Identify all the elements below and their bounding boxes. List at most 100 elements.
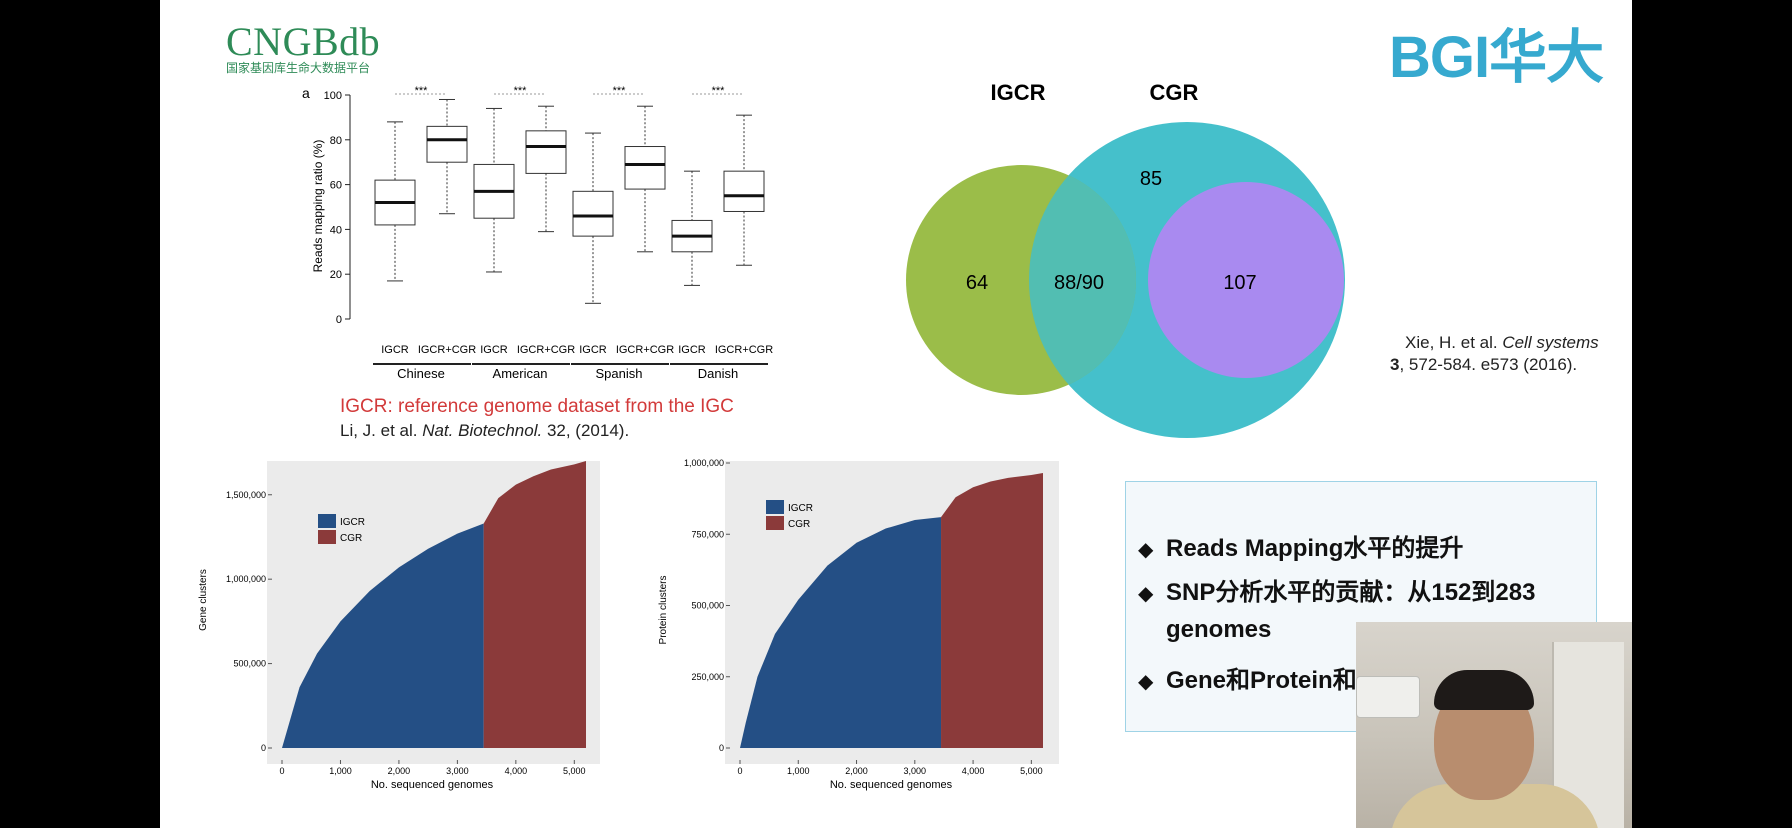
area-ytick-label: 0 [719,743,724,753]
xie-citation-rest: , 572-584. e573 (2016). [1399,355,1578,374]
boxplot-box-label: IGCR+CGR [517,344,575,356]
boxplot-box-label: IGCR [579,344,607,356]
li-citation-rest: 32, (2014). [542,421,630,440]
area-ytick-label: 1,000,000 [684,458,724,468]
bullet-reads-mapping: ◆ Reads Mapping水平的提升 [1138,528,1463,563]
venn-value-cgr-only: 85 [1140,168,1162,190]
gene-legend-swatch-cgr [318,530,336,544]
diamond-icon: ◆ [1138,539,1154,561]
area-ytick-label: 750,000 [691,529,724,539]
venn-value-igcr-only: 64 [966,272,988,294]
protein-legend-igcr: IGCR [788,503,813,514]
boxplot-group-label: Chinese [397,366,445,381]
boxplot-ytick-label: 20 [330,269,342,281]
area-xtick-label: 4,000 [962,766,985,776]
area-xtick-label: 1,000 [329,766,352,776]
boxplot-box [723,170,765,212]
cngbdb-logo-subtitle: 国家基因库生命大数据平台 [226,61,371,75]
boxplot-ytick-label: 80 [330,135,342,147]
gene-xlabel: No. sequenced genomes [371,779,494,791]
boxplot-box [426,125,468,163]
webcam-person-hair [1434,670,1534,710]
bullet-gene-protein: ◆ Gene和Protein和 [1138,660,1357,695]
boxplot-box-label: IGCR [381,344,409,356]
area-xtick-label: 0 [737,766,742,776]
venn-label-igcr: IGCR [991,80,1046,105]
boxplot-panel-label: a [302,85,310,101]
bullet-1-text: Reads Mapping水平的提升 [1166,535,1464,562]
area-xtick-label: 0 [279,766,284,776]
gene-legend-cgr: CGR [340,533,362,544]
bgi-logo: BGI华大 [1389,25,1604,90]
area-xtick-label: 1,000 [787,766,810,776]
igcr-definition-note: IGCR: reference genome dataset from the … [340,396,734,417]
webcam-air-conditioner [1356,676,1420,718]
cngbdb-logo: CNGBdb [226,19,381,64]
boxplot-chart: a Reads mapping ratio (%) 0 20 40 60 80 100 *… [302,85,773,381]
area-ytick-label: 0 [261,743,266,753]
diamond-icon: ◆ [1138,671,1154,693]
gene-area-cgr [483,461,586,748]
venn-value-overlap: 88/90 [1054,272,1104,294]
boxplot-box-label: IGCR [678,344,706,356]
area-ytick-label: 500,000 [691,601,724,611]
area-xtick-label: 2,000 [845,766,868,776]
boxplot-group-label: American [493,366,548,381]
protein-legend-cgr: CGR [788,519,810,530]
venn-label-cgr: CGR [1150,80,1199,105]
venn-diagram: IGCR CGR 64 88/90 85 107 [906,80,1345,438]
bullet-2-text: SNP分析水平的贡献：从152到283 [1166,579,1536,606]
venn-circle-inner [1148,182,1344,378]
boxplot-box-label: IGCR+CGR [715,344,773,356]
protein-area-cgr [941,472,1043,748]
boxplot-ytick-label: 100 [324,90,342,102]
bullet-snp: ◆ SNP分析水平的贡献：从152到283 [1138,572,1535,607]
area-ytick-label: 1,500,000 [226,490,266,500]
webcam-overlay [1356,622,1632,828]
venn-value-inner: 107 [1223,272,1256,294]
protein-xlabel: No. sequenced genomes [830,779,953,791]
area-xtick-label: 2,000 [388,766,411,776]
boxplot-significance-marker: *** [712,85,726,97]
boxplot-box [624,146,666,190]
area-ytick-label: 1,000,000 [226,574,266,584]
boxplot-significance-marker: *** [415,85,429,97]
xie-citation: Xie, H. et al. Cell systems 3, 572-584. … [1390,332,1599,376]
boxplot-significance-marker: *** [613,85,627,97]
boxplot-box-label: IGCR [480,344,508,356]
boxplot-significance-marker: *** [514,85,528,97]
area-xtick-label: 5,000 [1020,766,1043,776]
slide: CNGBdb 国家基因库生命大数据平台 BGI华大 a Reads mappin… [160,0,1632,828]
protein-clusters-chart: 0 1,000 2,000 3,000 4,000 5,000 0 250,000 500,00… [658,458,1059,791]
boxplot-box-label: IGCR+CGR [418,344,476,356]
gene-ylabel: Gene clusters [198,569,209,631]
gene-legend-igcr: IGCR [340,517,365,528]
boxplot-ytick-label: 60 [330,180,342,192]
gene-clusters-chart: 0 1,000 2,000 3,000 4,000 5,000 0 500,000 1,000,… [198,461,600,791]
protein-legend-swatch-igcr [766,500,784,514]
boxplot-box [572,190,614,237]
boxplot-box-label: IGCR+CGR [616,344,674,356]
li-citation: Li, J. et al. Nat. Biotechnol. 32, (2014… [340,421,629,441]
figures-canvas: a Reads mapping ratio (%) 0 20 40 60 80 100 *… [198,80,1345,791]
area-xtick-label: 3,000 [446,766,469,776]
area-xtick-label: 4,000 [505,766,528,776]
boxplot-box [525,130,567,174]
boxplot-ytick-label: 40 [330,224,342,236]
xie-citation-authors: Xie, H. et al. [1405,333,1503,352]
gene-legend-swatch-igcr [318,514,336,528]
xie-citation-journal: Cell systems [1502,333,1599,352]
boxplot-group-label: Spanish [596,366,643,381]
bullet-3-text: Gene和Protein和 [1166,667,1357,694]
boxplot-ytick-label: 0 [336,314,342,326]
area-ytick-label: 250,000 [691,672,724,682]
area-xtick-label: 5,000 [563,766,586,776]
diamond-icon: ◆ [1138,583,1154,605]
xie-citation-volume: 3 [1390,355,1400,374]
li-citation-authors: Li, J. et al. [340,421,423,440]
protein-area-igcr [740,517,942,748]
area-xtick-label: 3,000 [904,766,927,776]
boxplot-group-label: Danish [698,366,738,381]
protein-legend-swatch-cgr [766,516,784,530]
protein-ylabel: Protein clusters [658,576,669,645]
